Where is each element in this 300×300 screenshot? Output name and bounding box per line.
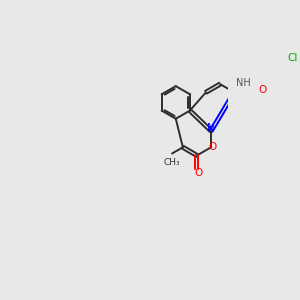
Text: N: N (207, 123, 215, 133)
Text: NH: NH (236, 78, 250, 88)
Text: O: O (259, 85, 267, 95)
Text: CH₃: CH₃ (164, 158, 180, 166)
Text: O: O (194, 168, 202, 178)
Text: Cl: Cl (288, 53, 298, 63)
Text: O: O (208, 142, 216, 152)
